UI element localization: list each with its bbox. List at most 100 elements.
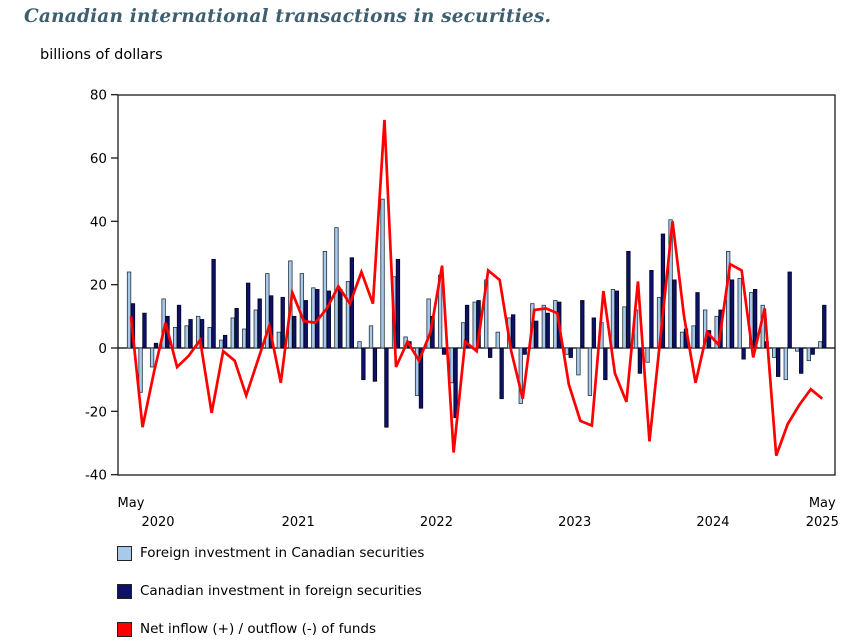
bar-foreign-Aug 2023 bbox=[576, 347, 581, 376]
y-axis-tick-label: 0 bbox=[98, 341, 107, 357]
bar-foreign-Apr 2025 bbox=[806, 347, 811, 362]
bar-canadian-Oct 2024 bbox=[741, 347, 746, 360]
legend-swatch-red-icon bbox=[117, 621, 132, 637]
bar-foreign-Mar 2025 bbox=[795, 347, 800, 352]
bar-foreign-May 2025 bbox=[818, 341, 823, 349]
bar-canadian-Mar 2023 bbox=[522, 347, 527, 355]
legend-label: Net inflow (+) / outflow (-) of funds bbox=[140, 621, 377, 637]
bar-foreign-Nov 2023 bbox=[610, 289, 616, 349]
bar-canadian-Jun 2021 bbox=[280, 296, 285, 349]
bar-canadian-Jun 2020 bbox=[142, 312, 147, 349]
bar-canadian-Apr 2024 bbox=[672, 279, 677, 349]
bar-canadian-Aug 2023 bbox=[580, 300, 585, 349]
bar-canadian-Jan 2022 bbox=[361, 347, 366, 381]
bar-foreign-Jan 2021 bbox=[219, 339, 224, 349]
x-label-2021: 2021 bbox=[282, 515, 315, 530]
bar-foreign-May 2024 bbox=[679, 331, 685, 349]
bar-foreign-Jan 2023 bbox=[495, 331, 500, 349]
x-label-2022: 2022 bbox=[420, 515, 453, 530]
bar-canadian-Dec 2020 bbox=[211, 258, 216, 349]
y-axis-title: billions of dollars bbox=[40, 47, 163, 63]
bar-foreign-Feb 2024 bbox=[645, 347, 650, 363]
bar-foreign-Jul 2024 bbox=[702, 309, 708, 349]
y-axis-tick-label: -20 bbox=[85, 404, 107, 420]
bar-canadian-Dec 2023 bbox=[626, 251, 631, 349]
bar-canadian-Sep 2020 bbox=[176, 304, 182, 349]
bar-foreign-Mar 2022 bbox=[380, 198, 385, 349]
bar-canadian-May 2023 bbox=[545, 312, 550, 349]
bar-canadian-Mar 2021 bbox=[246, 282, 251, 349]
bar-canadian-Jul 2023 bbox=[568, 347, 573, 358]
bar-foreign-Oct 2020 bbox=[184, 325, 189, 349]
bar-canadian-Feb 2024 bbox=[649, 270, 654, 349]
chart-title: Canadian international transactions in s… bbox=[24, 6, 552, 27]
bar-canadian-Jul 2024 bbox=[706, 330, 712, 349]
x-label-may-end: May bbox=[809, 496, 836, 511]
bar-canadian-Nov 2023 bbox=[614, 290, 620, 349]
bar-canadian-Feb 2023 bbox=[511, 314, 516, 349]
bar-canadian-Jan 2023 bbox=[499, 347, 504, 400]
bar-canadian-Jan 2021 bbox=[222, 334, 228, 349]
bar-foreign-Jun 2023 bbox=[553, 300, 558, 349]
bar-canadian-Oct 2022 bbox=[464, 304, 470, 349]
legend-item-canadian-investment: Canadian investment in foreign securitie… bbox=[117, 583, 424, 599]
bar-foreign-Jun 2020 bbox=[138, 347, 143, 393]
bar-foreign-Dec 2020 bbox=[207, 327, 212, 349]
net-flow-line bbox=[129, 119, 824, 457]
x-label-may-start: May bbox=[118, 496, 145, 511]
bar-canadian-Feb 2022 bbox=[372, 347, 378, 382]
x-label-2025: 2025 bbox=[806, 515, 839, 530]
bar-foreign-Jun 2021 bbox=[276, 331, 281, 349]
bar-canadian-Sep 2022 bbox=[453, 347, 458, 419]
bar-canadian-Jan 2025 bbox=[776, 347, 781, 377]
y-axis-tick-label: 40 bbox=[90, 214, 107, 230]
chart-plot-area: 80 60 40 20 0 -20 -40 May 2020 2021 2022 2023 2024 Ma… bbox=[85, 88, 839, 530]
bar-foreign-Feb 2021 bbox=[230, 317, 235, 349]
bar-canadian-Aug 2021 bbox=[303, 300, 308, 349]
bar-canadian-Feb 2021 bbox=[234, 308, 239, 349]
bar-canadian-Apr 2023 bbox=[534, 320, 539, 349]
legend-label: Canadian investment in foreign securitie… bbox=[140, 583, 422, 599]
bar-canadian-Sep 2023 bbox=[591, 317, 596, 349]
bar-foreign-Sep 2020 bbox=[172, 327, 178, 349]
bar-canadian-May 2025 bbox=[822, 304, 827, 349]
bar-foreign-Sep 2023 bbox=[587, 347, 593, 396]
legend-swatch-light-blue-icon bbox=[117, 545, 132, 561]
bar-canadian-Feb 2025 bbox=[787, 271, 792, 349]
bar-canadian-Mar 2025 bbox=[799, 347, 804, 374]
bar-foreign-May 2020 bbox=[126, 271, 132, 349]
bar-canadian-Mar 2022 bbox=[384, 347, 389, 428]
x-label-2020: 2020 bbox=[141, 515, 174, 530]
bar-canadian-Dec 2022 bbox=[487, 347, 493, 358]
bar-canadian-Apr 2021 bbox=[257, 298, 262, 349]
bar-foreign-Mar 2023 bbox=[518, 347, 523, 404]
bar-foreign-Dec 2023 bbox=[622, 306, 627, 349]
legend-swatch-navy-icon bbox=[117, 583, 132, 599]
y-axis-tick-label: 60 bbox=[90, 151, 107, 167]
bar-foreign-Nov 2022 bbox=[472, 301, 477, 349]
y-axis-tick-label: -40 bbox=[85, 468, 107, 484]
bar-canadian-Jan 2024 bbox=[637, 347, 643, 374]
bar-canadian-Jun 2024 bbox=[695, 292, 700, 349]
bar-foreign-Mar 2021 bbox=[242, 328, 247, 349]
bar-foreign-Apr 2021 bbox=[253, 309, 258, 349]
bar-foreign-Oct 2021 bbox=[322, 251, 328, 349]
bar-canadian-Nov 2021 bbox=[338, 289, 343, 349]
bar-canadian-Sep 2024 bbox=[729, 279, 735, 349]
bar-canadian-Jul 2020 bbox=[153, 342, 159, 349]
chart-legend: Foreign investment in Canadian securitie… bbox=[117, 545, 424, 641]
x-label-2024: 2024 bbox=[696, 515, 729, 530]
y-axis-tick-label: 80 bbox=[90, 88, 107, 104]
x-label-2023: 2023 bbox=[558, 515, 591, 530]
legend-item-foreign-investment: Foreign investment in Canadian securitie… bbox=[117, 545, 424, 561]
y-axis-tick-label: 20 bbox=[90, 278, 107, 294]
bar-foreign-Sep 2022 bbox=[449, 347, 454, 384]
bar-foreign-Sep 2021 bbox=[311, 287, 316, 349]
bar-foreign-Nov 2020 bbox=[196, 315, 201, 349]
bar-canadian-Apr 2025 bbox=[810, 347, 815, 355]
bar-canadian-Aug 2022 bbox=[441, 347, 447, 355]
bar-canadian-Jun 2022 bbox=[418, 347, 424, 409]
bar-foreign-Feb 2025 bbox=[783, 347, 788, 381]
bar-foreign-Oct 2024 bbox=[737, 277, 742, 349]
